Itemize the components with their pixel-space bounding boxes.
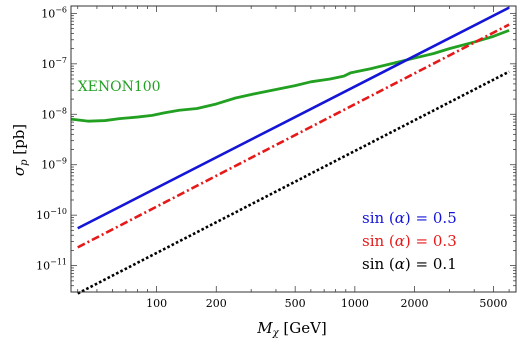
legend-entry-sin-0.3: sin (α) = 0.3	[362, 232, 457, 250]
series-line-0	[70, 29, 510, 123]
series-group	[70, 6, 510, 295]
y-tick-label: 10−7	[41, 56, 67, 71]
x-tick-label: 5000	[479, 297, 507, 310]
plot-frame	[70, 5, 517, 293]
x-tick-label: 1000	[341, 297, 369, 310]
x-tick-label: 200	[206, 297, 227, 310]
x-tick-labels: 100 200 500 1000 2000 5000	[146, 297, 507, 310]
x-tick-label: 2000	[401, 297, 429, 310]
y-tick-label: 10−9	[41, 157, 67, 172]
y-axis-title: σp [pb]	[10, 124, 30, 176]
legend: sin (α) = 0.5 sin (α) = 0.3 sin (α) = 0.…	[362, 209, 457, 273]
annotation-xenon100: XENON100	[78, 79, 161, 95]
legend-entry-sin-0.5: sin (α) = 0.5	[362, 209, 457, 227]
series-line-2	[77, 23, 510, 249]
y-tick-label: 10−11	[36, 258, 67, 273]
x-tick-label: 500	[285, 297, 306, 310]
series-line-3	[77, 70, 510, 295]
x-tick-label: 100	[146, 297, 167, 310]
series-line-1	[77, 6, 510, 230]
y-tick-label: 10−10	[36, 207, 67, 222]
legend-entry-sin-0.1: sin (α) = 0.1	[362, 255, 457, 273]
y-tick-label: 10−8	[41, 106, 67, 121]
x-axis-title: Mχ [GeV]	[256, 319, 327, 339]
y-tick-labels: 10−11 10−10 10−9 10−8 10−7 10−6	[36, 5, 67, 272]
y-tick-label: 10−6	[41, 5, 67, 20]
